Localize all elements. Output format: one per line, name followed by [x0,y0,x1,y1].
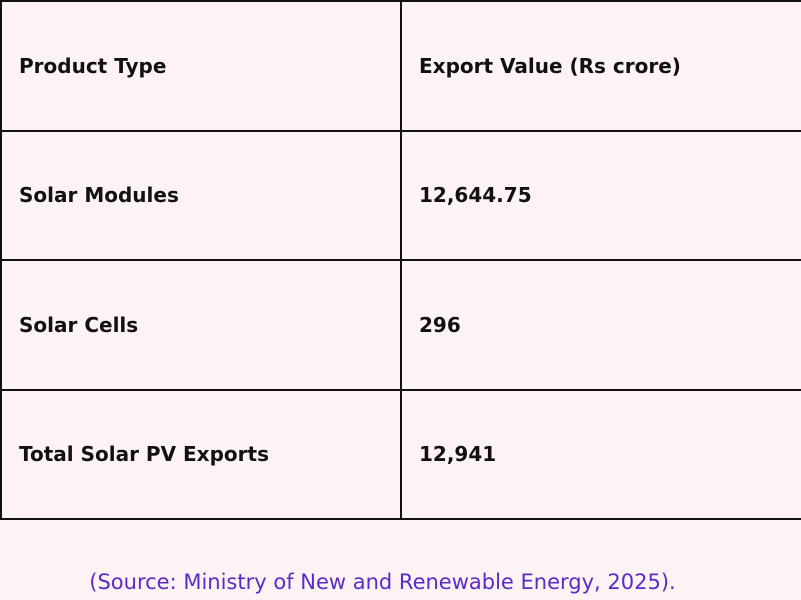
cell-value: 12,941 [400,388,801,520]
source-citation: (Source: Ministry of New and Renewable E… [89,570,676,594]
header-product-type: Product Type [0,0,402,132]
cell-value: 12,644.75 [400,129,801,261]
cell-product: Total Solar PV Exports [0,388,402,520]
cell-product: Solar Modules [0,129,402,261]
table-header-row: Product Type Export Value (Rs crore) [0,0,801,132]
table-row: Solar Cells 296 [0,259,801,391]
cell-value: 296 [400,259,801,391]
header-export-value: Export Value (Rs crore) [400,0,801,132]
table-row: Solar Modules 12,644.75 [0,129,801,261]
table-row: Total Solar PV Exports 12,941 [0,388,801,520]
export-table: Product Type Export Value (Rs crore) Sol… [0,0,801,520]
cell-product: Solar Cells [0,259,402,391]
